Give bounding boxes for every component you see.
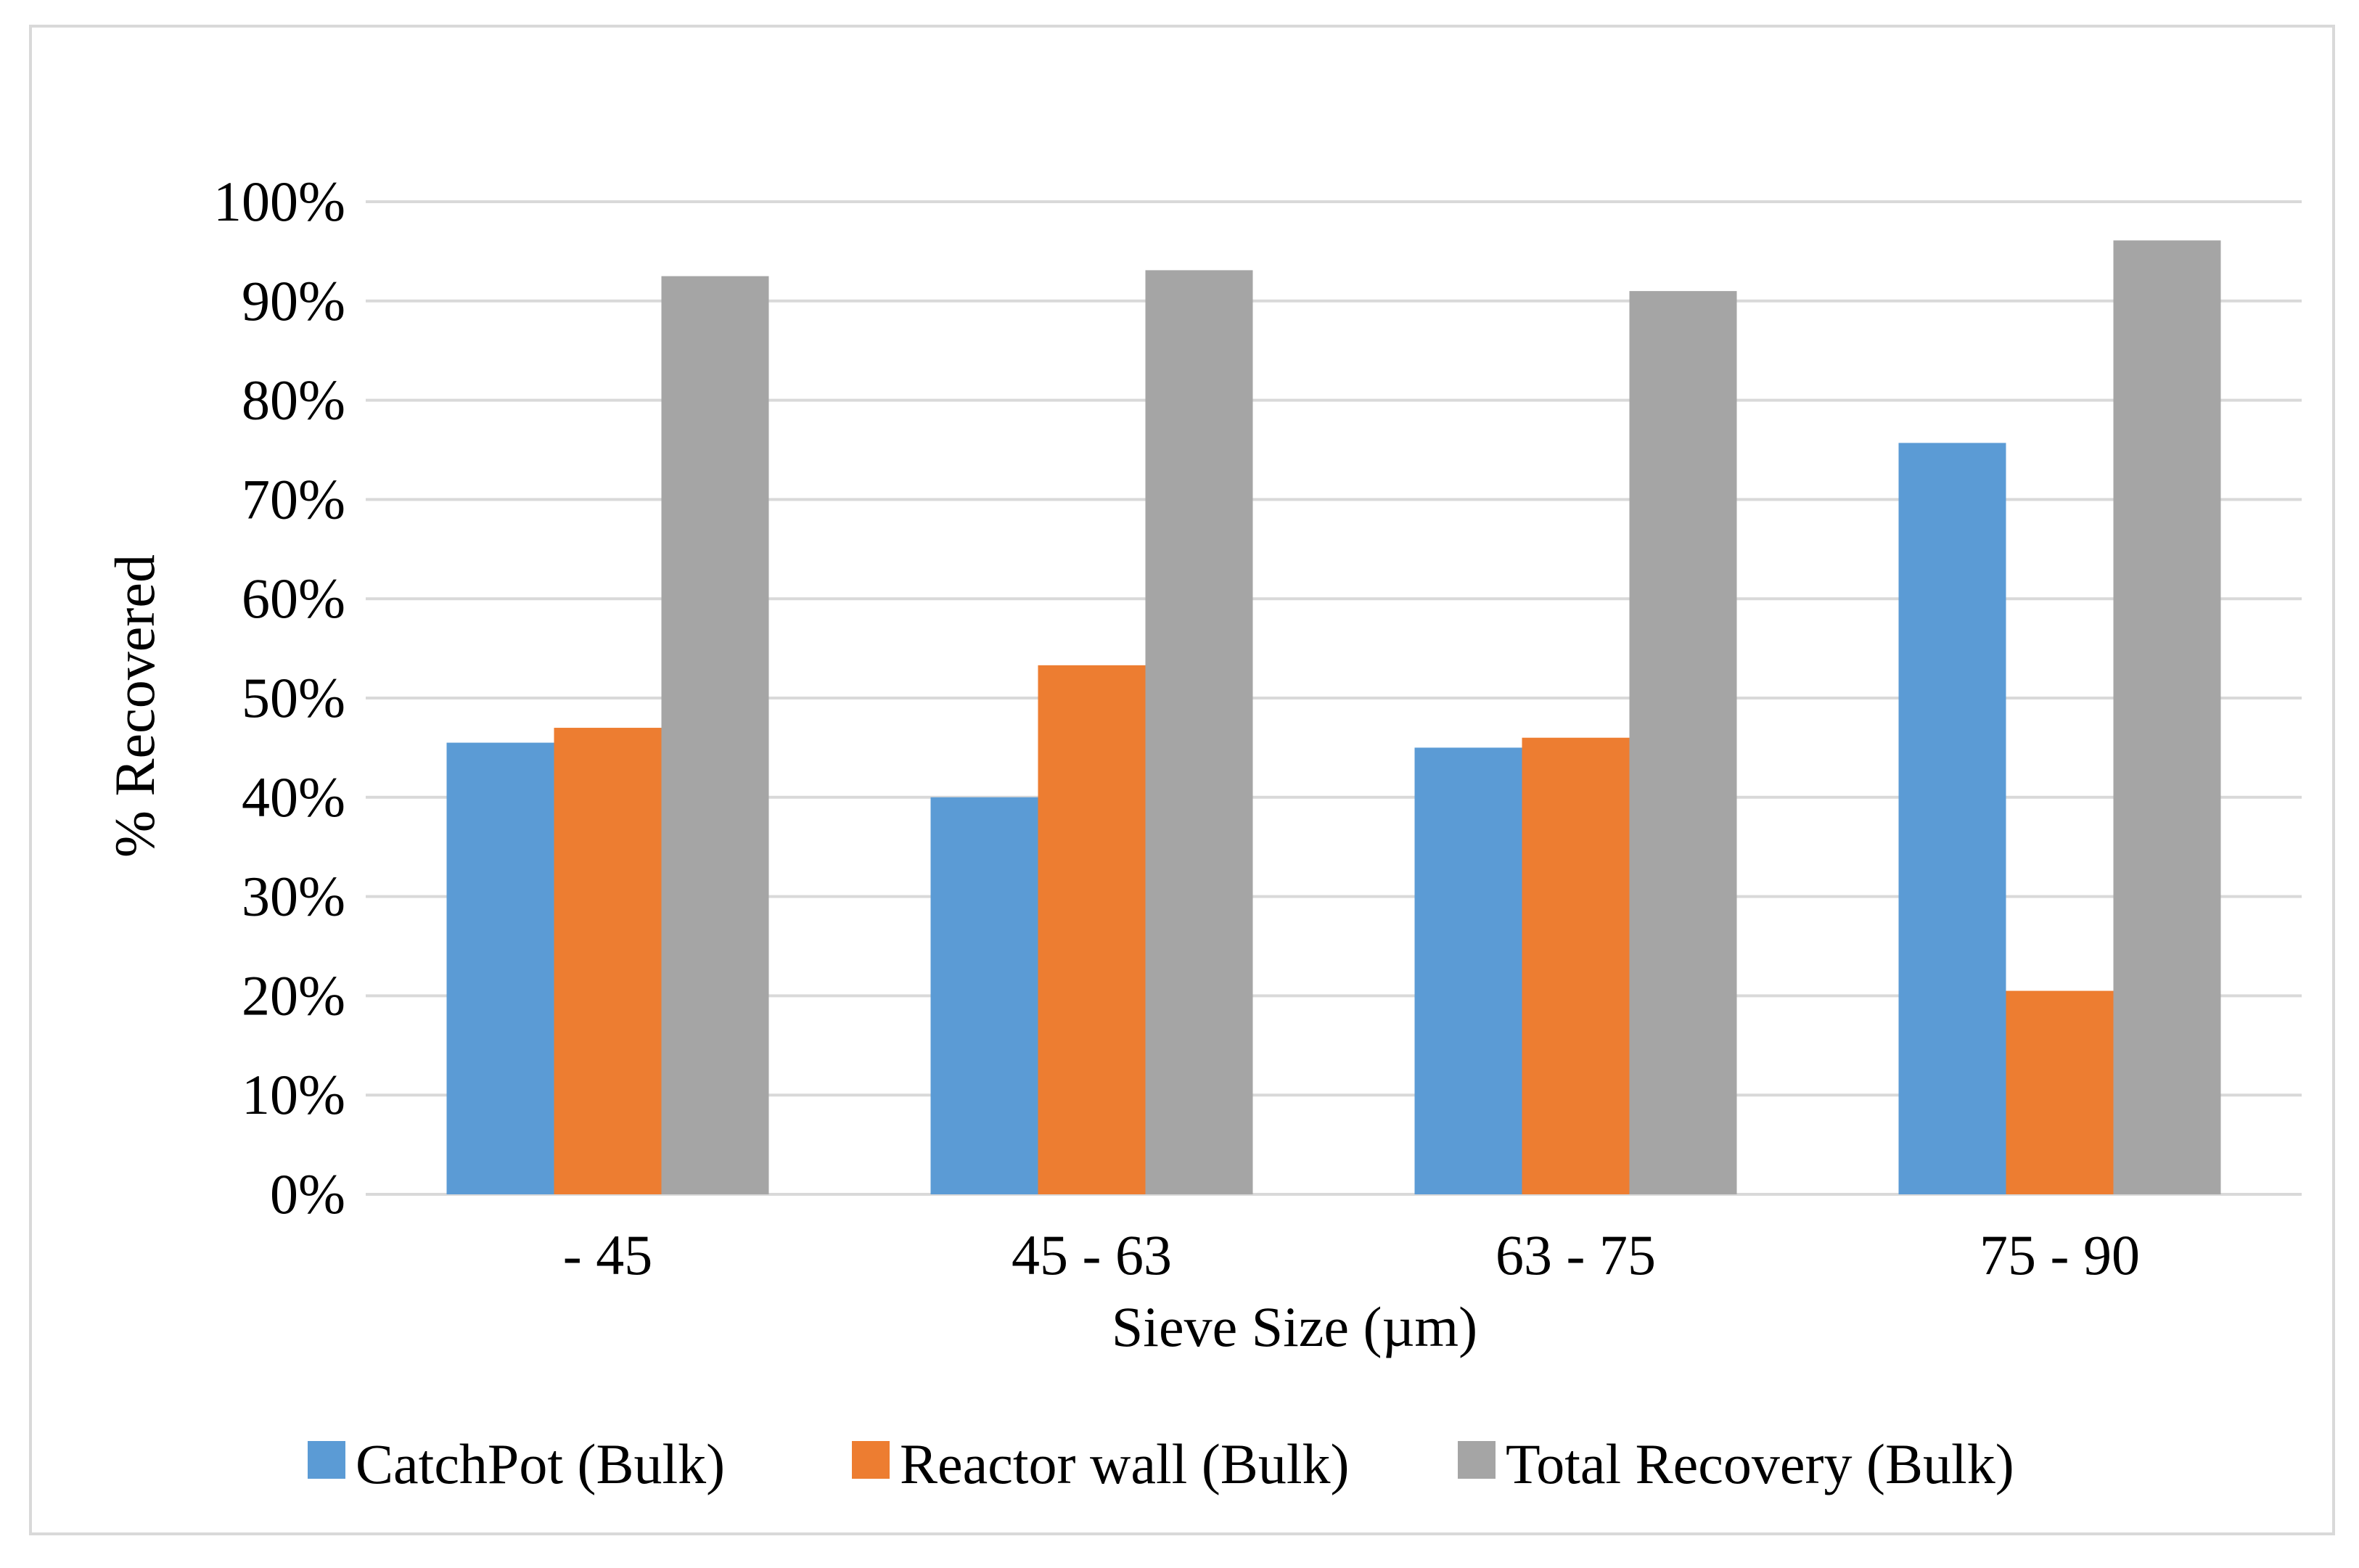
bar-total-recovery-bulk-2 xyxy=(1629,291,1737,1194)
y-tick-label: 80% xyxy=(242,369,345,432)
legend-swatch xyxy=(1458,1441,1496,1479)
x-axis-title: Sieve Size (µm) xyxy=(1112,1295,1477,1358)
y-tick-label: 60% xyxy=(242,567,345,630)
bar-total-recovery-bulk-0 xyxy=(661,276,769,1195)
x-tick-label: 75 - 90 xyxy=(1979,1223,2140,1286)
bar-chart: 0% 10% 20% 30% 40% 50% 60% 70% 80% 90% 100% - 45 45 … xyxy=(103,170,2302,1495)
bar-catchpot-bulk-0 xyxy=(446,742,554,1194)
x-tick-label: - 45 xyxy=(563,1223,652,1286)
y-tick-label: 90% xyxy=(242,269,345,332)
y-axis-title: % Recovered xyxy=(103,554,166,858)
bar-catchpot-bulk-3 xyxy=(1898,443,2006,1194)
bar-catchpot-bulk-2 xyxy=(1414,747,1522,1194)
bar-total-recovery-bulk-3 xyxy=(2113,240,2221,1194)
x-tick-label: 45 - 63 xyxy=(1012,1223,1172,1286)
legend-label: Total Recovery (Bulk) xyxy=(1506,1432,2014,1495)
y-tick-label: 10% xyxy=(242,1063,345,1126)
legend-swatch xyxy=(308,1441,345,1479)
y-tick-label: 50% xyxy=(242,666,345,729)
legend: CatchPot (Bulk) Reactor wall (Bulk) Total … xyxy=(308,1432,2014,1495)
x-tick-label: 63 - 75 xyxy=(1496,1223,1656,1286)
bar-total-recovery-bulk-1 xyxy=(1145,270,1253,1195)
y-tick-label: 20% xyxy=(242,964,345,1027)
bar-reactor-wall-bulk-2 xyxy=(1522,737,1630,1194)
bar-reactor-wall-bulk-1 xyxy=(1038,665,1146,1194)
legend-label: CatchPot (Bulk) xyxy=(356,1432,725,1495)
bar-reactor-wall-bulk-0 xyxy=(554,728,662,1194)
y-tick-label: 30% xyxy=(242,865,345,928)
bars xyxy=(446,240,2221,1195)
y-tick-label: 0% xyxy=(270,1162,345,1226)
chart-frame: 0% 10% 20% 30% 40% 50% 60% 70% 80% 90% 100% - 45 45 … xyxy=(29,25,2335,1535)
y-tick-label: 100% xyxy=(213,170,345,233)
bar-reactor-wall-bulk-3 xyxy=(2006,990,2114,1194)
legend-swatch xyxy=(852,1441,890,1479)
y-tick-label: 70% xyxy=(242,467,345,530)
axes: 0% 10% 20% 30% 40% 50% 60% 70% 80% 90% 100% - 45 45 … xyxy=(213,170,2140,1286)
y-tick-label: 40% xyxy=(242,765,345,829)
bar-catchpot-bulk-1 xyxy=(930,797,1038,1194)
legend-label: Reactor wall (Bulk) xyxy=(900,1432,1349,1495)
